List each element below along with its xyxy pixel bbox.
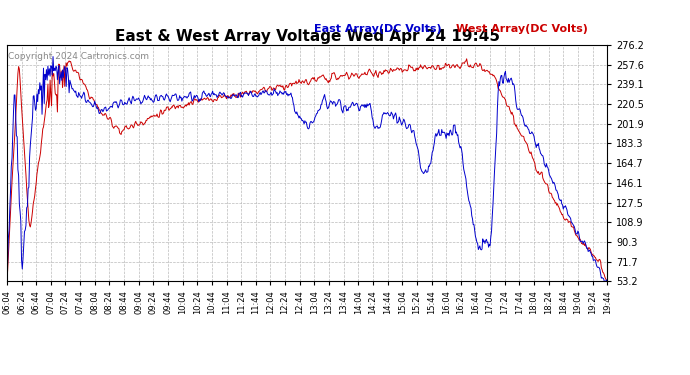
Title: East & West Array Voltage Wed Apr 24 19:45: East & West Array Voltage Wed Apr 24 19:… (115, 29, 500, 44)
Text: Copyright 2024 Cartronics.com: Copyright 2024 Cartronics.com (8, 52, 149, 61)
Legend: East Array(DC Volts), West Array(DC Volts): East Array(DC Volts), West Array(DC Volt… (301, 20, 593, 39)
